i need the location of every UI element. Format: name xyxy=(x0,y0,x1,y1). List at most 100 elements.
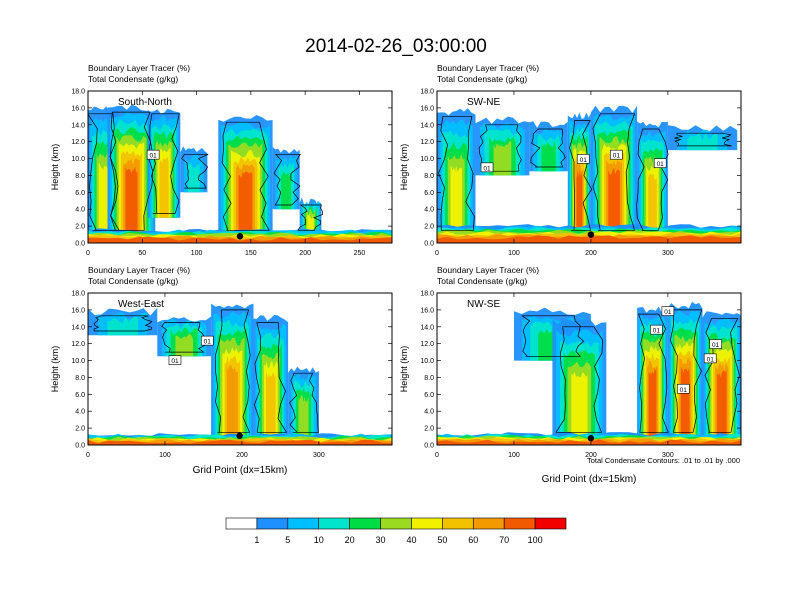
condensate-contour-3 xyxy=(254,322,288,433)
contour-label-box xyxy=(650,324,663,335)
condensate-contour-1 xyxy=(478,124,522,172)
y-tick-label: 14.0 xyxy=(420,122,434,129)
condensate-contour-4 xyxy=(592,113,636,231)
colorbar-swatch xyxy=(318,517,350,530)
y-tick-label: 6.0 xyxy=(75,392,85,399)
contour-label-box xyxy=(168,355,182,365)
y-axis-label: Height (km) xyxy=(50,144,60,191)
tracer-column-2-level-70 xyxy=(648,368,657,437)
y-tick-label: 14.0 xyxy=(71,122,85,129)
tracer-column-4-level-70 xyxy=(238,171,253,235)
condensate-contour-4 xyxy=(221,121,270,231)
x-tick-label: 0 xyxy=(435,250,439,257)
y-tick-label: 4.0 xyxy=(75,207,85,214)
contour-label-box xyxy=(480,162,494,173)
y-tick-label: 6.0 xyxy=(424,392,434,399)
y-tick-label: 18.0 xyxy=(420,291,434,298)
condensate-contour-6 xyxy=(674,132,732,147)
panel-title-line: Boundary Layer Tracer (%) xyxy=(88,265,190,275)
condensate-contour-6 xyxy=(297,204,324,231)
y-tick-label: 2.0 xyxy=(424,426,434,433)
contour-label: 01 xyxy=(171,358,179,365)
panel-title-line: Boundary Layer Tracer (%) xyxy=(437,63,539,73)
surface-point-marker xyxy=(587,435,595,442)
tracer-column-1-level-70 xyxy=(125,166,138,235)
x-tick-label: 100 xyxy=(508,452,520,459)
panel-west-east: 01 01 West-East Boundary Layer Tracer (%)To… xyxy=(50,265,393,476)
x-tick-label: 300 xyxy=(662,250,674,257)
condensate-contour-4 xyxy=(704,317,740,433)
panel-title-line: Total Condensate (g/kg) xyxy=(437,74,527,84)
condensate-contour-0 xyxy=(521,315,585,357)
y-tick-label: 8.0 xyxy=(424,173,434,180)
panel-south-north: 01 South-North Boundary Layer Tracer (%)To… xyxy=(50,63,393,257)
tracer-column-5-level-20 xyxy=(281,170,292,210)
tracer-column-3-level-50 xyxy=(265,372,276,437)
x-axis-label: Grid Point (dx=15km) xyxy=(542,474,637,485)
panel-sw-ne: 01 01 01 01 SW-NE Boundary Layer Tracer (%)To… xyxy=(399,63,742,257)
colorbar: 1 5 10 20 30 40 50 60 70 100 xyxy=(225,517,567,545)
y-tick-label: 18.0 xyxy=(71,291,85,298)
tracer-column-3-level-70 xyxy=(680,366,690,437)
condensate-contour-0 xyxy=(88,113,116,231)
plot-frame xyxy=(87,90,393,244)
y-axis-label: Height (km) xyxy=(399,144,409,191)
contour-label: 01 xyxy=(204,339,212,346)
boundary-layer-level-70 xyxy=(437,439,741,445)
tracer-column-4-level-70 xyxy=(608,168,620,235)
y-tick-label: 4.0 xyxy=(424,409,434,416)
contour-label-box xyxy=(709,339,722,349)
colorbar-label: 50 xyxy=(437,535,447,545)
boundary-layer-level-70 xyxy=(88,236,392,243)
colorbar-swatch xyxy=(534,517,567,530)
y-tick-label: 16.0 xyxy=(420,105,434,112)
colorbar-label: 70 xyxy=(499,535,509,545)
condensate-contour-5 xyxy=(636,128,669,231)
y-tick-label: 6.0 xyxy=(424,190,434,197)
panel-title-line: Total Condensate (g/kg) xyxy=(437,276,527,286)
y-axis-label: Height (km) xyxy=(50,346,60,393)
condensate-contour-2 xyxy=(637,313,669,433)
contour-label-box xyxy=(661,306,675,316)
x-tick-label: 0 xyxy=(86,452,90,459)
tracer-field: 01 01 01 01 xyxy=(437,91,741,243)
condensate-contour-5 xyxy=(273,153,301,206)
y-tick-label: 12.0 xyxy=(420,139,434,146)
x-tick-label: 100 xyxy=(159,452,171,459)
tracer-field: 01 01 01 01 01 xyxy=(437,293,741,445)
tracer-column-1-level-30 xyxy=(493,141,512,176)
tracer-column-0-level-40 xyxy=(450,165,462,235)
y-tick-label: 14.0 xyxy=(420,324,434,331)
tracer-column-6-level-40 xyxy=(307,212,314,235)
x-tick-label: 100 xyxy=(508,250,520,257)
tracer-column-4-level-70 xyxy=(716,370,727,437)
y-tick-label: 4.0 xyxy=(75,409,85,416)
contour-label: 01 xyxy=(653,328,661,335)
contour-label-box xyxy=(703,353,717,364)
y-tick-label: 16.0 xyxy=(71,307,85,314)
panel-title-line: Boundary Layer Tracer (%) xyxy=(437,265,539,275)
x-tick-label: 200 xyxy=(299,250,311,257)
contour-label: 01 xyxy=(680,387,688,394)
panel-nw-se: 01 01 01 01 01 NW-SE Boundary Layer Tracer (%)… xyxy=(399,265,742,485)
y-tick-label: 8.0 xyxy=(75,173,85,180)
y-tick-label: 10.0 xyxy=(420,156,434,163)
surface-point-marker xyxy=(587,231,595,238)
y-axis-label: Height (km) xyxy=(399,346,409,393)
y-tick-label: 4.0 xyxy=(424,207,434,214)
y-tick-label: 14.0 xyxy=(71,324,85,331)
y-tick-label: 12.0 xyxy=(420,341,434,348)
x-tick-label: 0 xyxy=(86,250,90,257)
condensate-contour-1 xyxy=(555,326,603,433)
condensate-contour-4 xyxy=(289,372,319,433)
condensate-contour-0 xyxy=(438,115,475,231)
tracer-column-3-level-70 xyxy=(576,170,583,235)
y-tick-label: 2.0 xyxy=(75,224,85,231)
x-tick-label: 150 xyxy=(245,250,257,257)
boundary-layer-level-70 xyxy=(88,439,392,445)
y-tick-label: 12.0 xyxy=(71,139,85,146)
colorbar-swatch xyxy=(411,517,443,530)
colorbar-label: 60 xyxy=(468,535,478,545)
tracer-column-2-level-50 xyxy=(159,156,169,218)
